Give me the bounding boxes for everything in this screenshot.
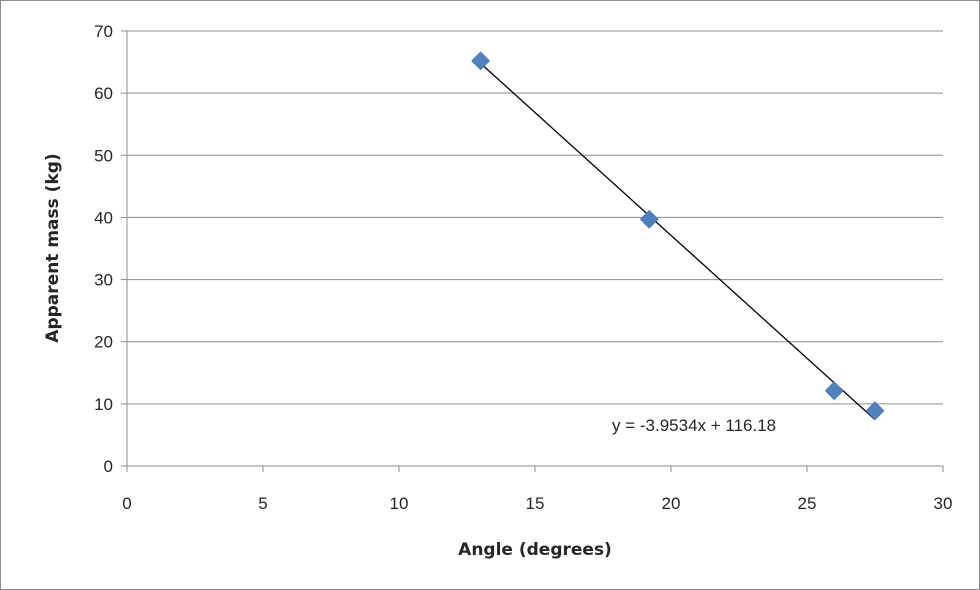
data-point-diamond	[865, 401, 885, 421]
x-tick-label: 5	[258, 494, 267, 513]
y-tick-label: 0	[104, 457, 113, 476]
tick-labels: 0 10 20 30 40 50 60 70 0 5 10 15 20 25 30	[94, 22, 952, 513]
x-tick-label: 25	[798, 494, 817, 513]
y-tick-label: 60	[94, 84, 113, 103]
trendline-equation-label: y = -3.9534x + 116.18	[612, 416, 776, 435]
data-point-diamond	[824, 381, 844, 401]
x-tick-label: 0	[122, 494, 131, 513]
x-tick-label: 10	[390, 494, 409, 513]
x-tick-label: 20	[662, 494, 681, 513]
data-point-diamond	[639, 209, 659, 229]
x-axis-title: Angle (degrees)	[458, 540, 612, 560]
data-points	[471, 51, 885, 421]
x-tick-label: 30	[934, 494, 953, 513]
trendline	[480, 62, 876, 421]
y-axis-title: Apparent mass (kg)	[43, 153, 63, 342]
gridlines	[127, 30, 943, 405]
y-tick-label: 30	[94, 271, 113, 290]
y-tick-label: 40	[94, 208, 113, 227]
trendline-group	[480, 62, 876, 421]
y-tick-label: 50	[94, 146, 113, 165]
axes	[121, 30, 944, 472]
y-tick-label: 10	[94, 395, 113, 414]
y-tick-label: 20	[94, 333, 113, 352]
data-point-diamond	[471, 51, 491, 71]
y-tick-label: 70	[94, 22, 113, 41]
x-tick-label: 15	[526, 494, 545, 513]
